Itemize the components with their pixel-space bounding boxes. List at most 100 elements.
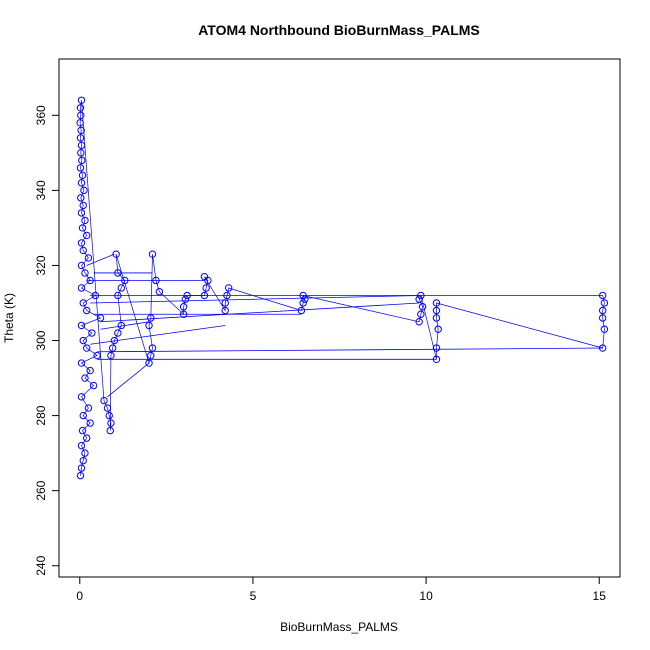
data-point xyxy=(78,156,86,165)
data-point xyxy=(107,351,115,360)
data-point xyxy=(83,306,91,315)
series-points xyxy=(76,96,609,480)
data-point xyxy=(598,344,607,352)
data-point xyxy=(77,179,86,187)
data-point xyxy=(417,291,425,300)
data-point xyxy=(86,276,94,285)
data-point xyxy=(600,299,609,307)
data-point xyxy=(79,336,87,345)
x-axis-label: BioBurnMass_PALMS xyxy=(280,620,398,634)
data-point xyxy=(105,411,113,420)
data-point xyxy=(77,111,85,120)
data-point xyxy=(179,303,188,311)
data-point xyxy=(415,295,423,303)
data-point xyxy=(76,471,85,480)
data-point xyxy=(432,306,441,315)
data-point xyxy=(77,194,85,202)
series-segment xyxy=(86,253,115,266)
data-point xyxy=(103,404,112,412)
data-point xyxy=(83,231,91,240)
data-point xyxy=(145,359,153,367)
data-point xyxy=(78,426,87,435)
data-point xyxy=(81,216,89,225)
data-point xyxy=(598,314,607,322)
data-point xyxy=(148,344,157,352)
data-point xyxy=(114,291,122,300)
data-point xyxy=(301,295,309,303)
data-point xyxy=(200,291,209,300)
data-point xyxy=(78,224,87,232)
x-tick-label: 10 xyxy=(419,589,433,603)
y-tick-label: 360 xyxy=(34,105,48,125)
data-point xyxy=(299,299,307,307)
data-point xyxy=(84,254,93,262)
data-point xyxy=(77,96,86,104)
data-point xyxy=(598,291,607,300)
data-point xyxy=(107,419,115,427)
y-tick-label: 300 xyxy=(34,330,48,350)
data-point xyxy=(76,119,84,127)
data-point xyxy=(114,269,122,277)
series-lines xyxy=(79,100,605,476)
data-point xyxy=(200,273,209,281)
series-segment xyxy=(90,295,421,304)
data-point xyxy=(121,276,129,285)
data-point xyxy=(148,250,157,258)
data-point xyxy=(432,355,441,363)
plot-frame xyxy=(58,58,621,578)
data-point xyxy=(79,411,87,420)
data-point xyxy=(155,288,164,296)
data-point xyxy=(183,291,191,300)
data-point xyxy=(434,325,442,333)
data-point xyxy=(81,269,89,277)
data-point xyxy=(79,299,87,307)
data-point xyxy=(110,336,119,345)
data-point xyxy=(100,396,108,405)
data-point xyxy=(224,284,233,292)
data-point xyxy=(76,104,85,112)
data-point xyxy=(81,374,89,382)
data-point xyxy=(147,351,155,360)
data-point xyxy=(432,314,441,322)
series-segment xyxy=(100,302,420,323)
x-tick-label: 15 xyxy=(593,589,607,603)
data-point xyxy=(297,306,306,315)
data-point xyxy=(76,134,85,142)
data-point xyxy=(77,441,86,450)
data-point xyxy=(79,246,87,255)
data-point xyxy=(432,299,441,307)
axes: 0 5 10 15 240 260 280 300 320 340 360 xyxy=(34,105,606,603)
data-point xyxy=(76,164,85,172)
data-point xyxy=(78,171,87,180)
y-tick-label: 240 xyxy=(34,555,48,575)
y-tick-label: 280 xyxy=(34,405,48,425)
data-point xyxy=(432,344,441,352)
data-point xyxy=(112,250,120,258)
data-point xyxy=(117,284,126,292)
data-point xyxy=(81,449,89,457)
series-segment xyxy=(107,362,150,398)
data-point xyxy=(77,126,85,135)
data-point xyxy=(152,276,160,285)
data-point xyxy=(77,393,86,401)
y-tick-label: 260 xyxy=(34,480,48,500)
data-point xyxy=(83,344,91,352)
data-point xyxy=(83,434,91,442)
data-point xyxy=(79,201,87,210)
y-tick-label: 340 xyxy=(34,180,48,200)
data-point xyxy=(86,366,94,375)
data-point xyxy=(221,299,229,307)
data-point xyxy=(600,325,609,333)
series-segment xyxy=(90,325,226,345)
chart-title: ATOM4 Northbound BioBurnMass_PALMS xyxy=(198,22,480,38)
data-point xyxy=(417,310,425,318)
data-point xyxy=(79,456,87,465)
y-axis-label: Theta (K) xyxy=(2,293,16,343)
data-point xyxy=(80,186,88,195)
x-tick-label: 5 xyxy=(250,589,257,603)
data-point xyxy=(91,291,100,300)
data-point xyxy=(77,321,86,330)
data-point xyxy=(77,239,86,247)
data-point xyxy=(84,404,93,412)
